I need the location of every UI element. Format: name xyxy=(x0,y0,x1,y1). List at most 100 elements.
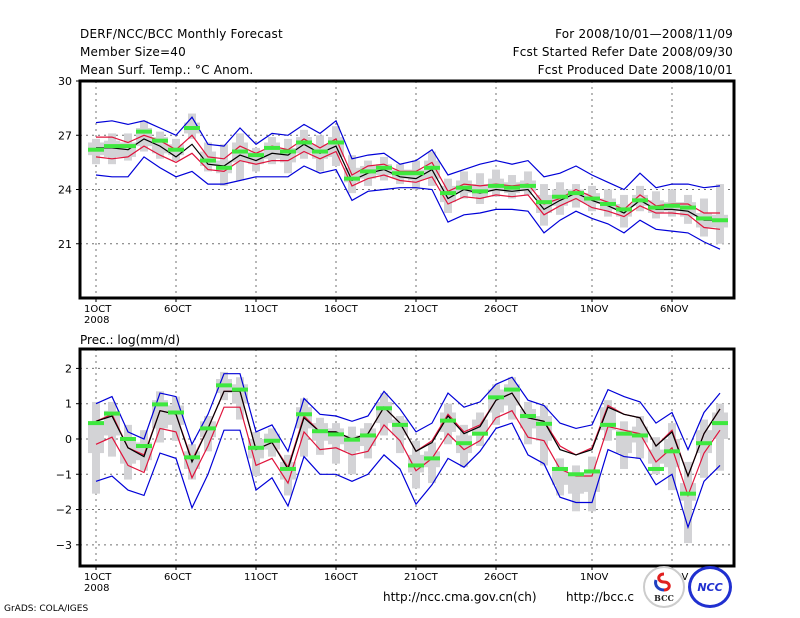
ensemble-median-marker xyxy=(104,144,120,149)
ensemble-median-marker xyxy=(248,153,264,158)
ncc-url-link[interactable]: http://ncc.cma.gov.cn(ch) xyxy=(383,590,537,604)
ensemble-median-marker xyxy=(408,171,424,176)
y-tick-label: 2 xyxy=(65,362,72,375)
grads-credit: GrADS: COLA/IGES xyxy=(4,604,89,614)
forecast-period-label: For 2008/10/01—2008/11/09 xyxy=(555,27,733,41)
y-tick-label: 30 xyxy=(58,75,72,88)
ensemble-median-marker xyxy=(232,387,248,392)
ensemble-median-marker xyxy=(712,421,728,426)
x-tick-label: 1NOV xyxy=(580,304,609,315)
member-size-label: Member Size=40 xyxy=(80,45,186,59)
ensemble-median-marker xyxy=(664,203,680,208)
ensemble-whisker xyxy=(684,461,692,544)
ensemble-box xyxy=(712,412,728,439)
ensemble-median-marker xyxy=(392,171,408,176)
ensemble-median-marker xyxy=(616,207,632,212)
ensemble-box xyxy=(120,437,136,464)
x-tick-label: 6NOV xyxy=(660,304,689,315)
ensemble-median-marker xyxy=(536,200,552,205)
ensemble-median-marker xyxy=(568,191,584,196)
ensemble-median-marker xyxy=(104,411,120,416)
ensemble-median-marker xyxy=(552,194,568,199)
ensemble-median-marker xyxy=(312,429,328,434)
ensemble-median-marker xyxy=(376,165,392,170)
ensemble-median-marker xyxy=(184,126,200,131)
ensemble-median-marker xyxy=(216,165,232,170)
forecast-started-label: Fcst Started Refer Date 2008/09/30 xyxy=(512,45,733,59)
bcc-url-link[interactable]: http://bcc.c xyxy=(566,590,634,604)
ensemble-median-marker xyxy=(424,456,440,461)
ensemble-median-marker xyxy=(552,466,568,471)
ensemble-median-marker xyxy=(696,216,712,221)
ncc-logo-text: NCC xyxy=(697,581,723,594)
x-tick-label: 1OCT xyxy=(84,572,112,583)
ensemble-median-marker xyxy=(472,431,488,436)
ensemble-median-marker xyxy=(392,422,408,427)
ensemble-median-marker xyxy=(216,383,232,388)
ensemble-median-marker xyxy=(456,185,472,190)
forecast-produced-label: Fcst Produced Date 2008/10/01 xyxy=(537,63,733,77)
x-tick-label: 21OCT xyxy=(404,572,439,583)
x-tick-sublabel: 2008 xyxy=(84,315,109,326)
x-tick-label: 21OCT xyxy=(404,304,439,315)
ensemble-median-marker xyxy=(120,144,136,149)
series-outer-upper-line xyxy=(95,116,721,191)
ensemble-median-marker xyxy=(680,491,696,496)
plot-frame xyxy=(78,79,736,300)
ncc-logo: NCC xyxy=(688,566,732,608)
ensemble-median-marker xyxy=(328,432,344,437)
chart-title: DERF/NCC/BCC Monthly Forecast xyxy=(80,27,283,41)
plot-frame xyxy=(78,347,736,568)
precipitation-panel-title: Prec.: log(mm/d) xyxy=(80,333,180,347)
ensemble-median-marker xyxy=(344,437,360,442)
x-tick-label: 6OCT xyxy=(164,304,192,315)
ensemble-median-marker xyxy=(344,176,360,181)
ensemble-median-marker xyxy=(584,469,600,474)
ensemble-median-marker xyxy=(296,412,312,417)
ensemble-median-marker xyxy=(456,441,472,446)
y-tick-label: 21 xyxy=(58,238,72,251)
ensemble-median-marker xyxy=(568,472,584,477)
temperature-panel-title: Mean Surf. Temp.: °C Anom. xyxy=(80,63,254,77)
series-mean-line xyxy=(95,390,721,478)
ensemble-median-marker xyxy=(232,149,248,154)
x-tick-label: 26OCT xyxy=(484,572,519,583)
ensemble-median-marker xyxy=(648,466,664,471)
ensemble-median-marker xyxy=(328,140,344,145)
ensemble-median-marker xyxy=(696,441,712,446)
ensemble-box xyxy=(568,476,584,494)
ensemble-box xyxy=(88,423,104,454)
ensemble-median-marker xyxy=(440,191,456,196)
ensemble-box xyxy=(648,449,664,464)
ensemble-median-marker xyxy=(408,463,424,468)
ensemble-median-marker xyxy=(200,158,216,163)
series-outer-lower-line xyxy=(95,156,721,250)
ensemble-median-marker xyxy=(536,421,552,426)
ensemble-median-marker xyxy=(520,414,536,419)
ensemble-median-marker xyxy=(184,455,200,460)
y-tick-label: 1 xyxy=(65,398,72,411)
ensemble-median-marker xyxy=(440,418,456,423)
y-tick-label: −2 xyxy=(56,504,72,517)
bcc-logo-icon xyxy=(654,572,671,592)
ensemble-median-marker xyxy=(168,147,184,152)
ensemble-median-marker xyxy=(600,201,616,206)
ensemble-median-marker xyxy=(632,433,648,438)
ensemble-median-marker xyxy=(200,426,216,431)
ensemble-median-marker xyxy=(280,149,296,154)
ensemble-box xyxy=(616,430,632,454)
ensemble-median-marker xyxy=(360,169,376,174)
ensemble-median-marker xyxy=(280,466,296,471)
ensemble-median-marker xyxy=(120,436,136,441)
ensemble-median-marker xyxy=(616,431,632,436)
ensemble-median-marker xyxy=(296,140,312,145)
ensemble-median-marker xyxy=(664,449,680,454)
ensemble-median-marker xyxy=(600,422,616,427)
bcc-logo-text: BCC xyxy=(654,593,674,603)
x-tick-label: 11OCT xyxy=(244,572,279,583)
ensemble-median-marker xyxy=(488,183,504,188)
ensemble-median-marker xyxy=(632,198,648,203)
series-inner-lower-line xyxy=(95,406,721,498)
